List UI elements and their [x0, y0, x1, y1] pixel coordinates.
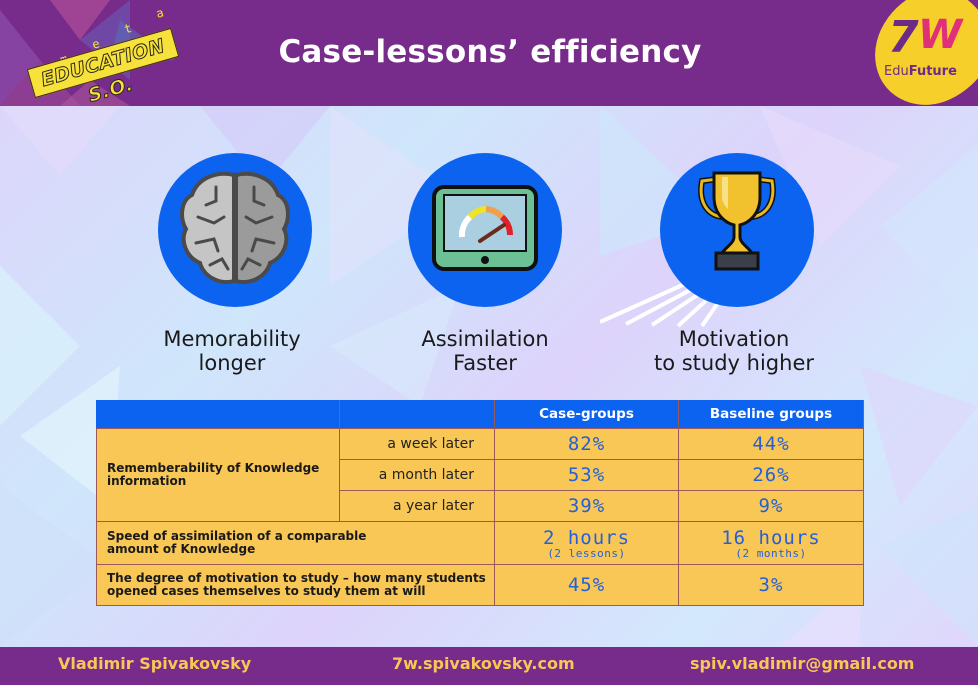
sub-row-label: a year later — [340, 491, 495, 522]
website-link[interactable]: 7w.spivakovsky.com — [392, 654, 575, 673]
logo-text: EduFuture — [884, 64, 957, 79]
row-label-speed: Speed of assimilation of a comparable amo… — [96, 522, 495, 565]
comparison-table: Case-groups Baseline groups Rememberabil… — [96, 400, 864, 606]
row-label-motivation: The degree of motivation to study – how … — [96, 565, 495, 606]
logo-letter-w: W — [918, 12, 963, 58]
sub-row-label: a month later — [340, 460, 495, 491]
feature-label-motivation: Motivation to study higher — [653, 327, 814, 375]
speedometer-icon-circle — [408, 153, 562, 307]
logo-letter: t — [122, 20, 134, 37]
table-header-empty — [340, 400, 495, 429]
trophy-icon — [698, 171, 776, 271]
case-value: 53% — [495, 460, 679, 491]
logo-letter: a — [154, 5, 166, 21]
sub-row-label: a week later — [340, 429, 495, 460]
feature-label-memorability: Memorability longer — [163, 327, 301, 375]
baseline-value: 26% — [679, 460, 864, 491]
page-title: Case-lessons’ efficiency — [278, 34, 702, 70]
table-header-baseline-groups: Baseline groups — [679, 400, 864, 429]
case-value: 82% — [495, 429, 679, 460]
email-link[interactable]: spiv.vladimir@gmail.com — [690, 654, 915, 673]
brain-icon — [180, 171, 290, 284]
table-header-case-groups: Case-groups — [495, 400, 679, 429]
meta-education-logo: m e t a EDUCATION S.O. — [18, 5, 183, 106]
case-value: 39% — [495, 491, 679, 522]
row-label-rememberability: Rememberability of Knowledge information — [96, 429, 340, 522]
author-name: Vladimir Spivakovsky — [58, 654, 252, 673]
baseline-value: 3% — [679, 565, 864, 606]
baseline-value: 44% — [679, 429, 864, 460]
edufuture-logo: 7 W EduFuture — [854, 0, 978, 106]
feature-label-assimilation: Assimilation Faster — [421, 327, 549, 375]
trophy-icon-circle — [660, 153, 814, 307]
speedometer-tablet-icon — [432, 185, 538, 271]
logo-number: 7 — [888, 12, 919, 63]
footer-bar: Vladimir Spivakovsky 7w.spivakovsky.com … — [0, 647, 978, 685]
baseline-value: 16 hours (2 months) — [679, 522, 864, 565]
brain-icon-circle — [158, 153, 312, 307]
baseline-value: 9% — [679, 491, 864, 522]
case-value: 45% — [495, 565, 679, 606]
header-bar: m e t a EDUCATION S.O. Case-lessons’ eff… — [0, 0, 978, 106]
case-value: 2 hours (2 lessons) — [495, 522, 679, 565]
table-header-empty — [96, 400, 340, 429]
